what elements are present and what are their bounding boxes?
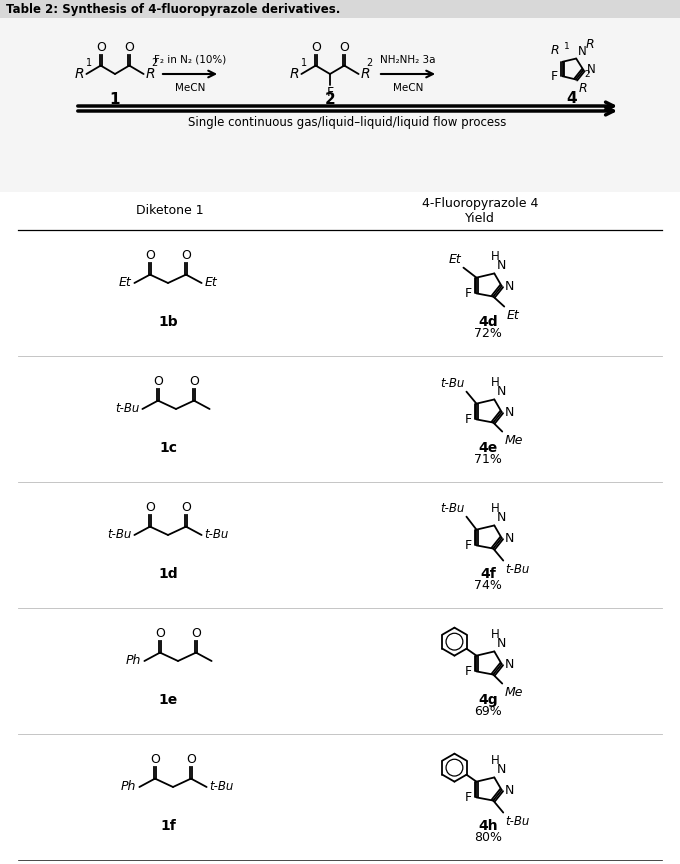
Text: t-Bu: t-Bu <box>440 377 464 390</box>
Text: O: O <box>153 375 163 388</box>
Text: Single continuous gas/liquid–liquid/liquid flow process: Single continuous gas/liquid–liquid/liqu… <box>188 116 507 129</box>
Text: Et: Et <box>118 276 131 289</box>
Text: H: H <box>491 377 500 390</box>
Text: O: O <box>181 500 191 513</box>
Text: F: F <box>464 413 471 426</box>
Text: F: F <box>550 70 558 83</box>
Text: O: O <box>191 626 201 639</box>
Text: F: F <box>464 287 471 300</box>
Text: O: O <box>339 41 350 54</box>
Text: 1d: 1d <box>158 567 177 581</box>
Text: R: R <box>585 37 594 51</box>
Text: Me: Me <box>505 685 523 699</box>
Text: R: R <box>360 67 370 81</box>
Text: N: N <box>505 531 514 544</box>
Text: t-Bu: t-Bu <box>115 403 139 416</box>
Text: 2: 2 <box>324 92 335 107</box>
Text: N: N <box>496 511 506 524</box>
Text: t-Bu: t-Bu <box>205 529 229 542</box>
Text: 4g: 4g <box>478 693 498 707</box>
Text: N: N <box>505 405 514 418</box>
Text: O: O <box>311 41 321 54</box>
Text: O: O <box>181 249 191 262</box>
Text: O: O <box>155 626 165 639</box>
Text: N: N <box>578 45 587 58</box>
Text: N: N <box>496 259 506 272</box>
Text: 4e: 4e <box>478 441 498 455</box>
Text: O: O <box>145 500 155 513</box>
Text: N: N <box>505 280 514 293</box>
Text: F: F <box>464 665 471 678</box>
Text: O: O <box>150 753 160 766</box>
Text: 2: 2 <box>367 58 373 68</box>
Text: 72%: 72% <box>474 327 502 340</box>
Text: F: F <box>326 86 334 99</box>
Text: H: H <box>491 503 500 516</box>
Text: Yield: Yield <box>465 212 495 225</box>
Text: 4d: 4d <box>478 315 498 329</box>
Text: N: N <box>496 638 506 651</box>
Text: N: N <box>505 784 514 797</box>
Text: Table 2: Synthesis of 4-fluoropyrazole derivatives.: Table 2: Synthesis of 4-fluoropyrazole d… <box>6 3 341 16</box>
Text: MeCN: MeCN <box>175 83 205 93</box>
FancyBboxPatch shape <box>0 18 680 192</box>
Text: O: O <box>124 41 134 54</box>
Text: R: R <box>75 67 84 81</box>
Text: 1e: 1e <box>158 693 177 707</box>
Text: 1: 1 <box>301 58 307 68</box>
Text: N: N <box>496 764 506 777</box>
Text: Diketone 1: Diketone 1 <box>136 205 204 218</box>
Text: t-Bu: t-Bu <box>505 562 530 575</box>
Text: N: N <box>586 63 595 76</box>
FancyBboxPatch shape <box>0 0 680 18</box>
Text: t-Bu: t-Bu <box>209 780 234 793</box>
Text: 2: 2 <box>152 58 158 68</box>
Text: NH₂NH₂ 3a: NH₂NH₂ 3a <box>380 55 436 65</box>
Text: 71%: 71% <box>474 453 502 466</box>
Text: F: F <box>464 791 471 804</box>
Text: R: R <box>551 44 560 57</box>
Text: 4f: 4f <box>480 567 496 581</box>
Text: R: R <box>146 67 155 81</box>
Text: O: O <box>145 249 155 262</box>
Text: 1: 1 <box>109 92 120 107</box>
Text: O: O <box>96 41 105 54</box>
Text: t-Bu: t-Bu <box>505 815 530 828</box>
Text: 74%: 74% <box>474 579 502 592</box>
Text: 80%: 80% <box>474 831 502 844</box>
Text: 69%: 69% <box>474 705 502 718</box>
Text: F₂ in N₂ (10%): F₂ in N₂ (10%) <box>154 55 226 65</box>
Text: 1c: 1c <box>159 441 177 455</box>
Text: 4h: 4h <box>478 819 498 833</box>
Text: 4: 4 <box>566 91 577 106</box>
Text: t-Bu: t-Bu <box>440 502 464 515</box>
Text: N: N <box>496 385 506 398</box>
Text: Et: Et <box>506 308 519 321</box>
Text: F: F <box>464 539 471 552</box>
Text: 1: 1 <box>86 58 92 68</box>
Text: Me: Me <box>505 434 523 447</box>
Text: Et: Et <box>449 252 462 265</box>
Text: N: N <box>505 658 514 670</box>
Text: R: R <box>579 82 588 95</box>
Text: t-Bu: t-Bu <box>107 529 131 542</box>
Text: 1: 1 <box>564 41 569 51</box>
Text: H: H <box>491 628 500 641</box>
Text: Et: Et <box>205 276 218 289</box>
Text: H: H <box>491 251 500 264</box>
Text: 2: 2 <box>585 71 590 79</box>
Text: 1b: 1b <box>158 315 177 329</box>
Text: MeCN: MeCN <box>393 83 423 93</box>
Text: R: R <box>290 67 299 81</box>
Text: O: O <box>189 375 199 388</box>
Text: Ph: Ph <box>121 780 137 793</box>
Text: 1f: 1f <box>160 819 176 833</box>
Text: O: O <box>186 753 196 766</box>
Text: 4-Fluoropyrazole 4: 4-Fluoropyrazole 4 <box>422 198 538 211</box>
Text: Ph: Ph <box>126 655 141 668</box>
Text: H: H <box>491 754 500 767</box>
